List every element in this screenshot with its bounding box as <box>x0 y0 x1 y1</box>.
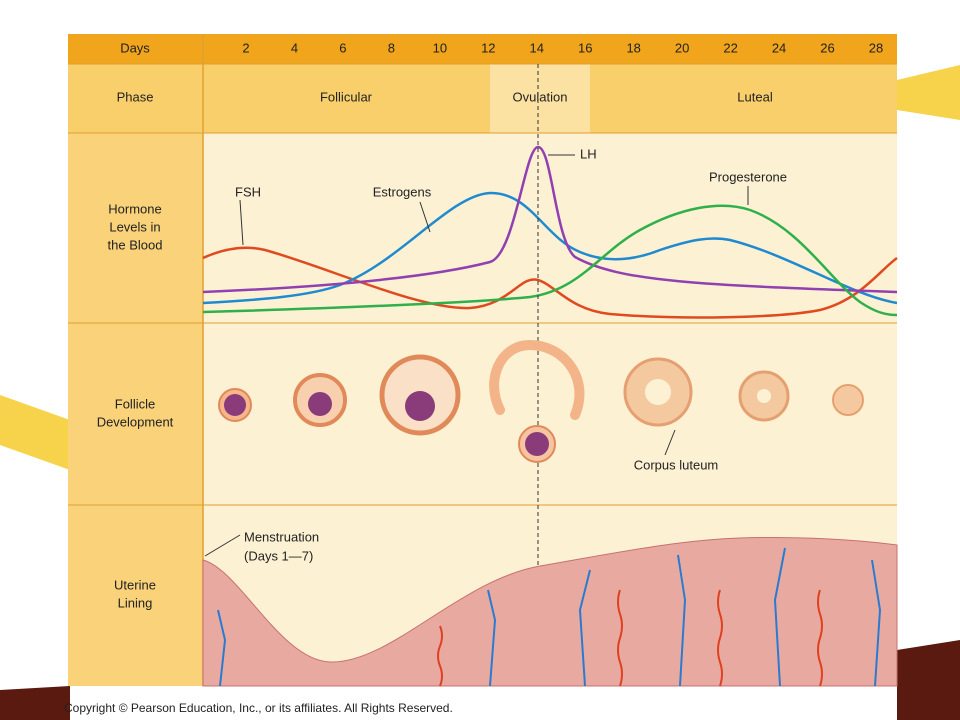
day-label: 8 <box>388 40 395 55</box>
day-label: 22 <box>723 40 737 55</box>
annotation: Corpus luteum <box>634 457 719 472</box>
hormone-label: FSH <box>235 184 261 199</box>
hormone-label: LH <box>580 146 597 161</box>
vessels <box>217 547 882 687</box>
day-label: 24 <box>772 40 786 55</box>
row-label: Development <box>97 414 174 429</box>
phase: Luteal <box>737 89 773 104</box>
progesterone-curve <box>202 204 898 317</box>
corner-band <box>0 686 70 720</box>
days-row <box>68 34 897 64</box>
label-column <box>68 133 203 686</box>
follicles <box>218 339 864 463</box>
day-label: 28 <box>869 40 883 55</box>
row-label: the Blood <box>108 237 163 252</box>
row-label: Lining <box>118 595 153 610</box>
leader <box>204 534 241 557</box>
copyright: Copyright © Pearson Education, Inc., or … <box>64 701 453 715</box>
day-label: 18 <box>626 40 640 55</box>
day-label: 10 <box>433 40 447 55</box>
fsh-curve <box>202 246 898 319</box>
day-label: 16 <box>578 40 592 55</box>
annotation: Menstruation <box>244 529 319 544</box>
hormone-label: Progesterone <box>709 169 787 184</box>
day-label: 12 <box>481 40 495 55</box>
days-label: Days <box>120 40 150 55</box>
day-label: 2 <box>242 40 249 55</box>
day-label: 4 <box>291 40 298 55</box>
phase-row <box>68 64 897 133</box>
row-label: Levels in <box>109 219 160 234</box>
row-label: Uterine <box>114 577 156 592</box>
phase: Ovulation <box>513 89 568 104</box>
leader <box>419 201 431 233</box>
phase-label: Phase <box>117 89 154 104</box>
day-label: 14 <box>530 40 544 55</box>
swoosh <box>0 395 70 470</box>
uterine-lining <box>202 536 898 687</box>
phase: Follicular <box>320 89 373 104</box>
row-label: Follicle <box>115 396 155 411</box>
day-label: 26 <box>820 40 834 55</box>
annotation: (Days 1—7) <box>244 548 313 563</box>
leader <box>664 429 676 456</box>
swoosh <box>897 65 960 120</box>
lh-curve <box>202 145 898 294</box>
corner-band <box>897 640 960 720</box>
day-label: 6 <box>339 40 346 55</box>
row-label: Hormone <box>108 201 161 216</box>
day-label: 20 <box>675 40 689 55</box>
hormone-label: Estrogens <box>373 184 432 199</box>
leader <box>239 199 244 246</box>
ovulation-cell <box>490 64 590 133</box>
